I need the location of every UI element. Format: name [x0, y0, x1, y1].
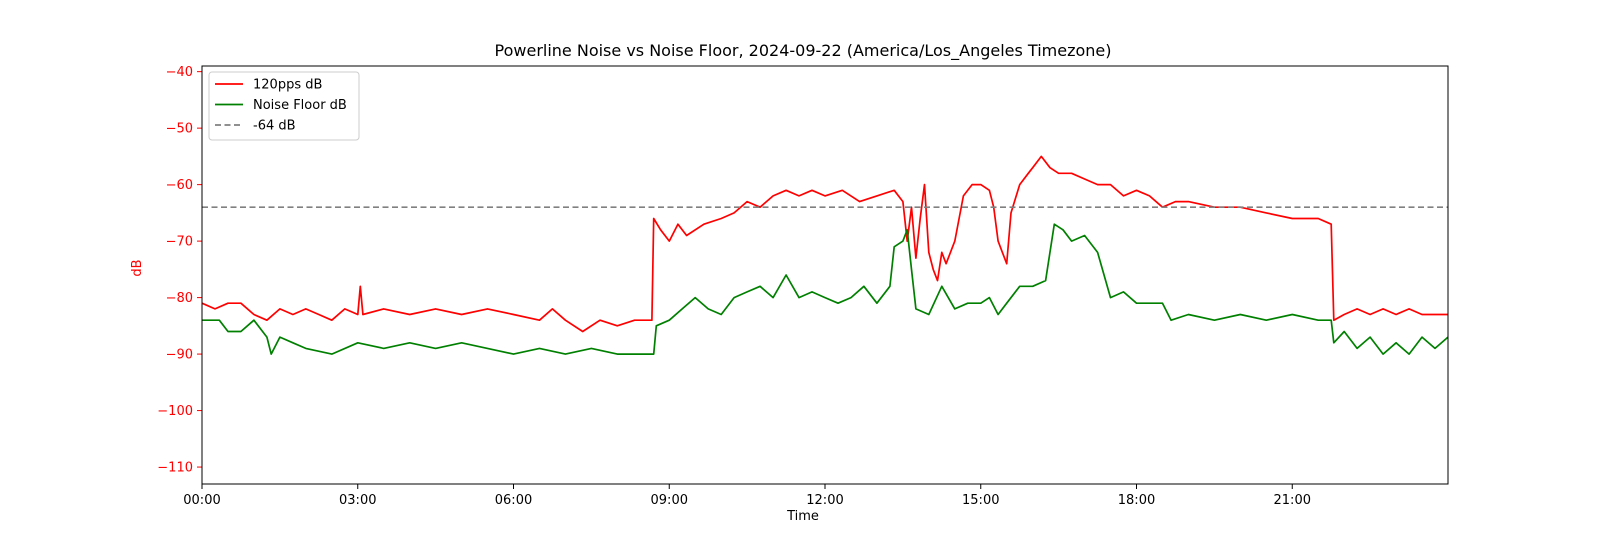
y-tick-label: −90	[166, 348, 193, 363]
x-tick-label: 09:00	[651, 493, 688, 508]
legend-box	[208, 71, 360, 141]
series-line-1	[202, 223, 1449, 355]
y-tick-label: −40	[166, 65, 193, 80]
y-tick-label: −60	[166, 178, 193, 193]
legend: 120pps dB Noise Floor dB -64 dB	[208, 71, 360, 141]
y-tick-label: −70	[166, 235, 193, 250]
x-tick-label: 03:00	[339, 493, 376, 508]
x-tick-label: 21:00	[1274, 493, 1311, 508]
y-tick-label: −100	[157, 404, 193, 419]
x-axis: 00:00 03:00 06:00 09:00 12:00 15:00 18:00 21:00	[183, 484, 1311, 508]
x-tick-label: 06:00	[495, 493, 532, 508]
plot-area	[201, 155, 1449, 355]
legend-label: -64 dB	[253, 119, 296, 134]
y-tick-label: −80	[166, 291, 193, 306]
chart-title: Powerline Noise vs Noise Floor, 2024-09-…	[495, 41, 1112, 61]
x-tick-label: 15:00	[962, 493, 999, 508]
legend-label: Noise Floor dB	[253, 98, 347, 113]
legend-label: 120pps dB	[253, 78, 322, 93]
x-tick-label: 12:00	[806, 493, 843, 508]
y-tick-label: −110	[157, 461, 193, 476]
x-tick-label: 00:00	[183, 493, 220, 508]
y-axis: −40 −50 −60 −70 −80 −90 −100 −110	[157, 65, 202, 476]
y-tick-label: −50	[166, 122, 193, 137]
y-axis-label: dB	[130, 259, 145, 276]
series-line-0	[201, 155, 1448, 333]
x-tick-label: 18:00	[1118, 493, 1155, 508]
plot-frame	[201, 65, 1449, 485]
x-axis-label: Time	[786, 509, 819, 524]
